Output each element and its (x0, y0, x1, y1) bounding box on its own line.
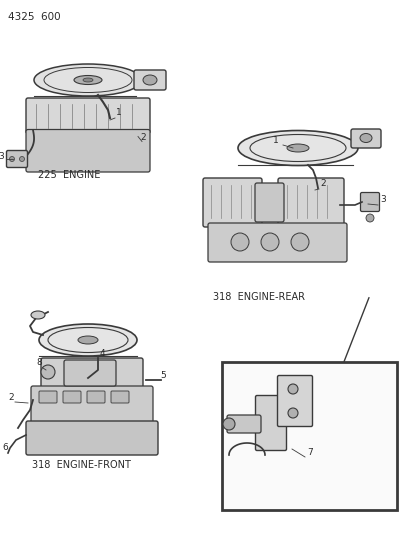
Circle shape (291, 233, 309, 251)
Ellipse shape (39, 324, 137, 356)
FancyBboxPatch shape (63, 391, 81, 403)
Text: 7: 7 (307, 448, 313, 457)
FancyBboxPatch shape (227, 415, 261, 433)
Text: 318  ENGINE-FRONT: 318 ENGINE-FRONT (32, 460, 131, 470)
Circle shape (288, 384, 298, 394)
FancyBboxPatch shape (26, 130, 150, 172)
FancyBboxPatch shape (278, 178, 344, 227)
FancyBboxPatch shape (134, 70, 166, 90)
Circle shape (231, 233, 249, 251)
Circle shape (366, 214, 374, 222)
Text: 1: 1 (273, 136, 279, 145)
FancyBboxPatch shape (361, 192, 379, 212)
Text: 2: 2 (140, 133, 146, 141)
Circle shape (9, 157, 15, 161)
Text: 225  ENGINE: 225 ENGINE (38, 170, 100, 180)
Ellipse shape (83, 78, 93, 82)
Text: 2: 2 (320, 179, 326, 188)
FancyBboxPatch shape (277, 376, 313, 426)
Text: 3: 3 (380, 195, 386, 204)
FancyBboxPatch shape (64, 360, 116, 386)
Ellipse shape (143, 75, 157, 85)
FancyBboxPatch shape (87, 391, 105, 403)
FancyBboxPatch shape (7, 150, 27, 167)
Circle shape (41, 365, 55, 379)
Circle shape (20, 157, 24, 161)
Ellipse shape (74, 76, 102, 85)
Bar (222, 362, 397, 510)
FancyBboxPatch shape (208, 223, 347, 262)
Ellipse shape (287, 144, 309, 152)
FancyBboxPatch shape (31, 386, 153, 425)
Text: 5: 5 (160, 371, 166, 380)
FancyBboxPatch shape (26, 98, 150, 133)
FancyBboxPatch shape (39, 391, 57, 403)
Text: 2: 2 (8, 393, 13, 402)
FancyBboxPatch shape (26, 421, 158, 455)
Circle shape (223, 418, 235, 430)
FancyBboxPatch shape (41, 358, 143, 390)
Circle shape (261, 233, 279, 251)
Text: 3: 3 (0, 152, 4, 161)
Ellipse shape (78, 336, 98, 344)
Text: 4: 4 (100, 349, 106, 358)
Text: 1: 1 (116, 108, 122, 117)
Text: 6: 6 (2, 443, 8, 452)
Circle shape (288, 408, 298, 418)
Text: 8: 8 (36, 358, 42, 367)
FancyBboxPatch shape (203, 178, 262, 227)
FancyBboxPatch shape (351, 129, 381, 148)
Text: 318  ENGINE-REAR: 318 ENGINE-REAR (213, 292, 305, 302)
FancyBboxPatch shape (255, 395, 286, 450)
Text: 4325  600: 4325 600 (8, 12, 61, 22)
Ellipse shape (238, 131, 358, 166)
Ellipse shape (360, 133, 372, 142)
FancyBboxPatch shape (255, 183, 284, 222)
Ellipse shape (34, 64, 142, 96)
Ellipse shape (31, 311, 45, 319)
FancyBboxPatch shape (111, 391, 129, 403)
